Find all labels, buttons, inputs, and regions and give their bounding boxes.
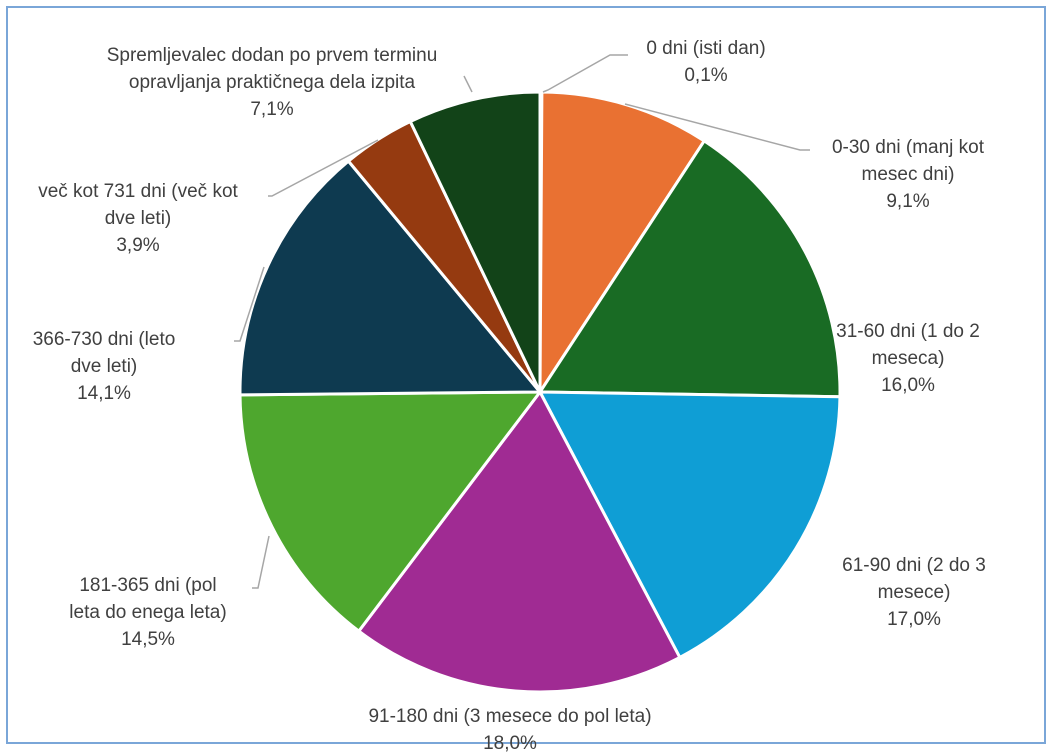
data-label-value: 18,0% [483, 733, 537, 752]
slice-label: 31-60 dni (1 do 2 meseca) 16,0% [836, 321, 980, 396]
data-label-value: 14,1% [77, 383, 131, 404]
data-label-category: več kot 731 dni (več kot [38, 181, 238, 202]
slice-label: 181-365 dni (pol leta do enega leta) 14,5% [69, 575, 226, 650]
leader-line [252, 536, 269, 588]
data-label-category: 181-365 dni (pol [79, 575, 216, 596]
data-label-category: Spremljevalec dodan po prvem terminu [107, 45, 438, 66]
slice-label: 366-730 dni (leto dve leti) 14,1% [33, 329, 176, 404]
data-label-category: opravljanja praktičnega dela izpita [129, 72, 416, 93]
leader-line [543, 55, 628, 92]
leader-line [464, 76, 472, 92]
slice-label: 0-30 dni (manj kot mesec dni) 9,1% [832, 137, 985, 212]
data-label-category: 0-30 dni (manj kot [832, 137, 985, 158]
slice-label: 61-90 dni (2 do 3 mesece) 17,0% [842, 555, 986, 630]
data-label-category: 31-60 dni (1 do 2 [836, 321, 980, 342]
data-label-value: 14,5% [121, 629, 175, 650]
data-label-value: 3,9% [116, 235, 159, 256]
slice-label: 91-180 dni (3 mesece do pol leta) 18,0% [368, 706, 651, 752]
data-label-category: 366-730 dni (leto [33, 329, 176, 350]
data-label-category: 61-90 dni (2 do 3 [842, 555, 986, 576]
data-label-category: 91-180 dni (3 mesece do pol leta) [368, 706, 651, 727]
data-label-category: meseca) [872, 348, 945, 369]
slice-label: 0 dni (isti dan) 0,1% [646, 38, 765, 86]
data-label-value: 17,0% [887, 609, 941, 630]
data-label-category: dve leti) [105, 208, 172, 229]
data-label-value: 0,1% [684, 65, 727, 86]
slice-label: več kot 731 dni (več kot dve leti) 3,9% [38, 181, 238, 256]
data-label-value: 7,1% [250, 99, 293, 120]
data-label-category: dve leti) [71, 356, 138, 377]
data-label-category: leta do enega leta) [69, 602, 226, 623]
data-label-category: mesece) [878, 582, 951, 603]
data-label-category: 0 dni (isti dan) [646, 38, 765, 59]
slice-label: Spremljevalec dodan po prvem terminu opra… [107, 45, 438, 120]
data-label-value: 9,1% [886, 191, 929, 212]
data-label-value: 16,0% [881, 375, 935, 396]
data-label-category: mesec dni) [862, 164, 955, 185]
